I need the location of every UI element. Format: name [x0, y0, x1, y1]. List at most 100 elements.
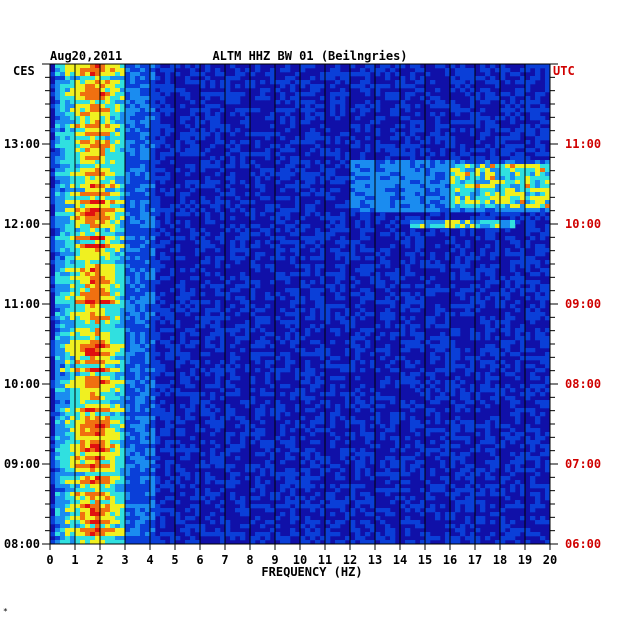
heatmap-cell: [75, 120, 81, 125]
heatmap-cell: [445, 396, 451, 401]
heatmap-cell: [345, 396, 351, 401]
heatmap-cell: [470, 312, 476, 317]
heatmap-cell: [110, 252, 116, 257]
heatmap-cell: [495, 320, 501, 325]
heatmap-cell: [85, 64, 91, 69]
heatmap-cell: [235, 144, 241, 149]
heatmap-cell: [260, 352, 266, 357]
heatmap-cell: [140, 80, 146, 85]
heatmap-cell: [275, 356, 281, 361]
heatmap-cell: [230, 276, 236, 281]
heatmap-cell: [270, 68, 276, 73]
heatmap-cell: [490, 152, 496, 157]
heatmap-cell: [390, 164, 396, 169]
heatmap-cell: [135, 332, 141, 337]
heatmap-cell: [60, 288, 66, 293]
heatmap-cell: [495, 128, 501, 133]
heatmap-cell: [365, 228, 371, 233]
heatmap-cell: [110, 72, 116, 77]
heatmap-cell: [370, 296, 376, 301]
heatmap-cell: [475, 176, 481, 181]
heatmap-cell: [130, 312, 136, 317]
heatmap-cell: [320, 112, 326, 117]
heatmap-cell: [170, 388, 176, 393]
heatmap-cell: [100, 200, 106, 205]
heatmap-cell: [375, 396, 381, 401]
heatmap-cell: [415, 216, 421, 221]
heatmap-cell: [115, 392, 121, 397]
heatmap-cell: [395, 168, 401, 173]
heatmap-cell: [100, 268, 106, 273]
heatmap-cell: [115, 116, 121, 121]
heatmap-cell: [200, 284, 206, 289]
heatmap-cell: [480, 304, 486, 309]
heatmap-cell: [245, 232, 251, 237]
heatmap-cell: [490, 172, 496, 177]
heatmap-cell: [415, 196, 421, 201]
heatmap-cell: [115, 308, 121, 313]
heatmap-cell: [130, 328, 136, 333]
heatmap-cell: [490, 360, 496, 365]
heatmap-cell: [180, 392, 186, 397]
heatmap-cell: [340, 72, 346, 77]
heatmap-cell: [155, 96, 161, 101]
heatmap-cell: [325, 72, 331, 77]
heatmap-cell: [455, 84, 461, 89]
heatmap-cell: [420, 404, 426, 409]
heatmap-cell: [430, 132, 436, 137]
heatmap-cell: [95, 204, 101, 209]
heatmap-cell: [60, 164, 66, 169]
heatmap-cell: [540, 160, 546, 165]
heatmap-cell: [90, 84, 96, 89]
heatmap-cell: [370, 160, 376, 165]
heatmap-cell: [495, 388, 501, 393]
heatmap-cell: [520, 204, 526, 209]
heatmap-cell: [230, 192, 236, 197]
heatmap-cell: [85, 108, 91, 113]
heatmap-cell: [60, 168, 66, 173]
heatmap-cell: [175, 344, 181, 349]
heatmap-cell: [380, 196, 386, 201]
heatmap-cell: [380, 356, 386, 361]
heatmap-cell: [70, 200, 76, 205]
heatmap-cell: [160, 252, 166, 257]
heatmap-cell: [400, 276, 406, 281]
heatmap-cell: [115, 224, 121, 229]
heatmap-cell: [470, 384, 476, 389]
heatmap-cell: [300, 216, 306, 221]
heatmap-cell: [525, 196, 531, 201]
heatmap-cell: [320, 288, 326, 293]
heatmap-cell: [265, 292, 271, 297]
heatmap-cell: [120, 88, 126, 93]
heatmap-cell: [545, 288, 551, 293]
heatmap-cell: [385, 232, 391, 237]
heatmap-cell: [480, 196, 486, 201]
heatmap-cell: [455, 224, 461, 229]
heatmap-cell: [540, 136, 546, 141]
heatmap-cell: [195, 136, 201, 141]
heatmap-cell: [250, 84, 256, 89]
heatmap-cell: [100, 224, 106, 229]
heatmap-cell: [535, 180, 541, 185]
heatmap-cell: [520, 156, 526, 161]
heatmap-cell: [505, 372, 511, 377]
heatmap-cell: [400, 188, 406, 193]
heatmap-cell: [480, 364, 486, 369]
heatmap-cell: [365, 124, 371, 129]
heatmap-cell: [250, 304, 256, 309]
heatmap-cell: [320, 344, 326, 349]
heatmap-cell: [535, 72, 541, 77]
heatmap-cell: [220, 312, 226, 317]
heatmap-cell: [295, 136, 301, 141]
heatmap-cell: [230, 76, 236, 81]
heatmap-cell: [525, 124, 531, 129]
heatmap-cell: [280, 172, 286, 177]
heatmap-cell: [470, 76, 476, 81]
heatmap-cell: [515, 204, 521, 209]
heatmap-cell: [135, 392, 141, 397]
heatmap-cell: [115, 328, 121, 333]
heatmap-cell: [55, 168, 61, 173]
heatmap-cell: [460, 396, 466, 401]
heatmap-cell: [185, 116, 191, 121]
heatmap-cell: [435, 380, 441, 385]
